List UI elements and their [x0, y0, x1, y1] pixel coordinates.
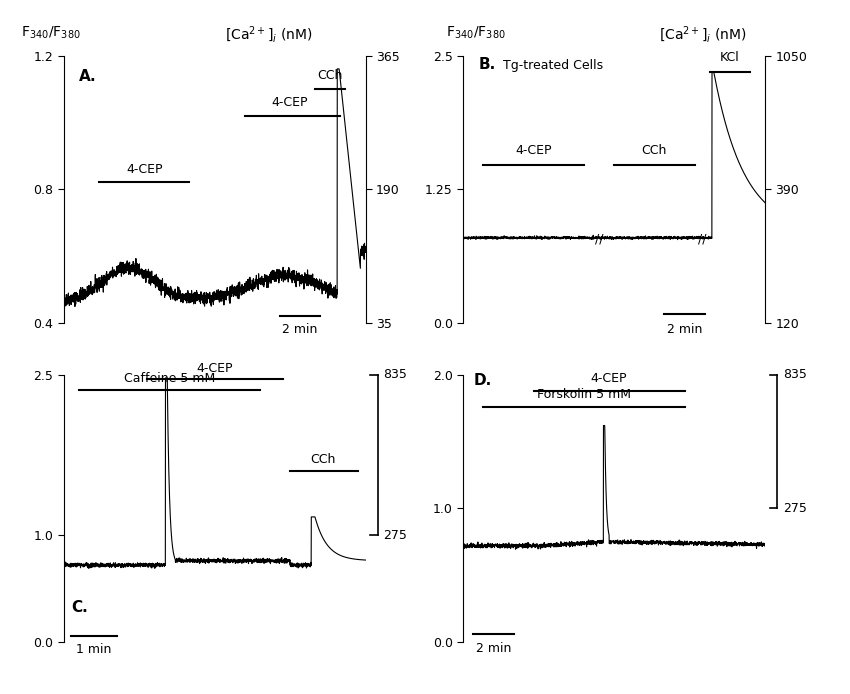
- Text: B.: B.: [479, 56, 496, 71]
- Text: 835: 835: [383, 369, 407, 381]
- Text: A.: A.: [79, 69, 96, 84]
- Text: 4-CEP: 4-CEP: [196, 362, 233, 375]
- Text: Forskolin 5 mM: Forskolin 5 mM: [537, 389, 631, 401]
- Text: KCl: KCl: [720, 51, 740, 64]
- Text: //: //: [699, 233, 707, 246]
- Text: 4-CEP: 4-CEP: [591, 373, 627, 385]
- Text: //: //: [595, 233, 604, 246]
- Text: F$_{340}$/F$_{380}$: F$_{340}$/F$_{380}$: [21, 24, 81, 41]
- Text: 835: 835: [783, 369, 807, 381]
- Text: D.: D.: [473, 373, 491, 388]
- Text: CCh: CCh: [318, 69, 343, 83]
- Text: F$_{340}$/F$_{380}$: F$_{340}$/F$_{380}$: [446, 24, 506, 41]
- Text: 2 min: 2 min: [667, 323, 702, 336]
- Text: CCh: CCh: [310, 452, 336, 466]
- Text: 2 min: 2 min: [282, 323, 318, 336]
- Text: 2 min: 2 min: [476, 642, 511, 655]
- Text: 4-CEP: 4-CEP: [126, 163, 162, 176]
- Text: 4-CEP: 4-CEP: [515, 144, 552, 157]
- Text: 275: 275: [783, 502, 807, 515]
- Text: 4-CEP: 4-CEP: [272, 96, 309, 109]
- Text: [Ca$^{2+}$]$_i$ (nM): [Ca$^{2+}$]$_i$ (nM): [225, 24, 313, 44]
- Text: CCh: CCh: [642, 144, 667, 157]
- Text: [Ca$^{2+}$]$_i$ (nM): [Ca$^{2+}$]$_i$ (nM): [659, 24, 746, 44]
- Text: 1 min: 1 min: [76, 643, 111, 656]
- Text: Tg-treated Cells: Tg-treated Cells: [503, 58, 604, 71]
- Text: 275: 275: [383, 529, 407, 541]
- Text: Caffeine 5 mM: Caffeine 5 mM: [124, 373, 215, 385]
- Text: C.: C.: [71, 600, 88, 616]
